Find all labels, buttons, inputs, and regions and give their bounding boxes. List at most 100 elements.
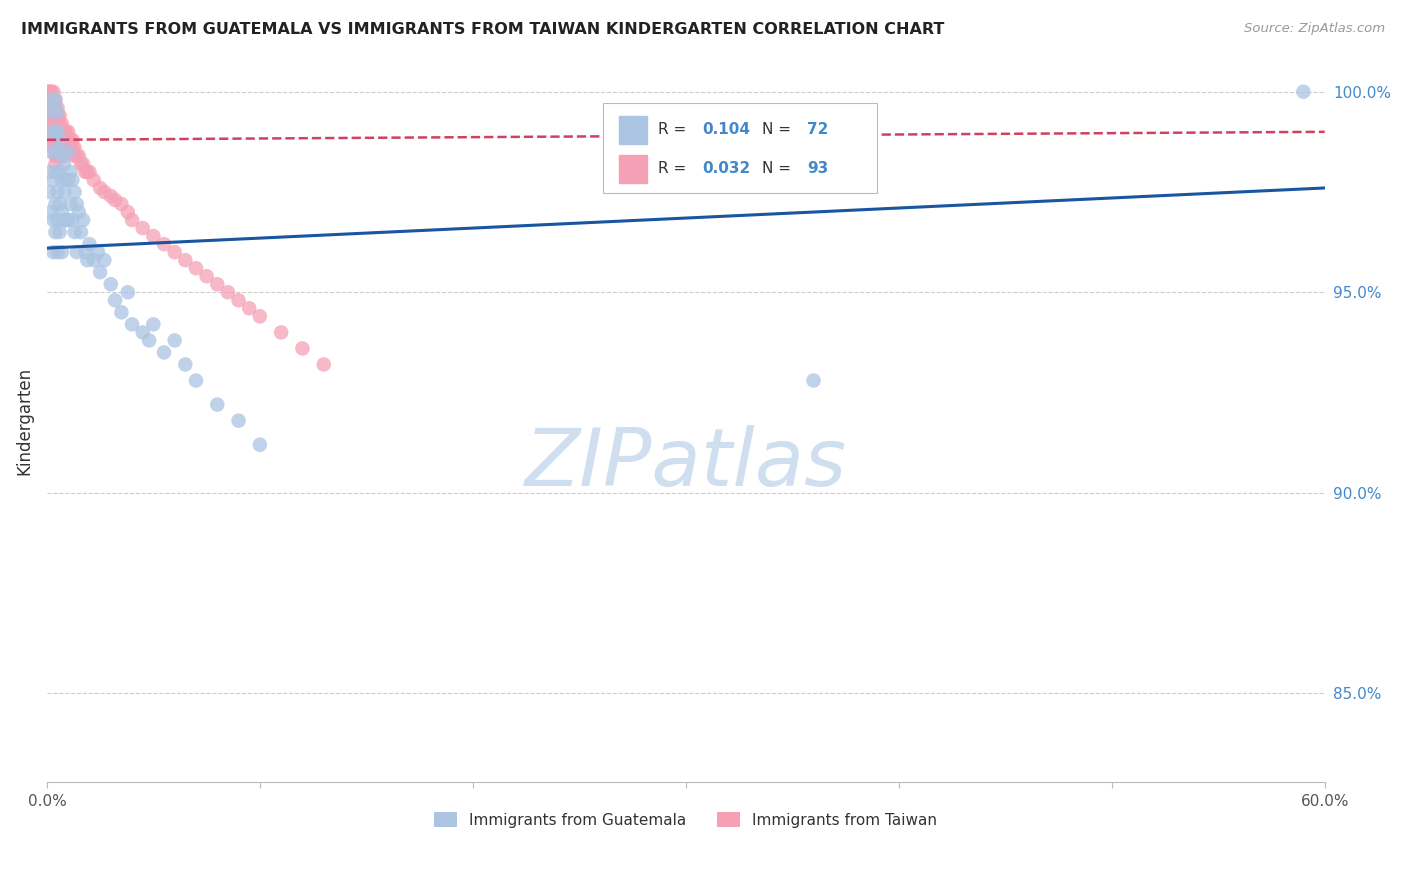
Point (39, 125, 62, 139)
Point (48, 133, 70, 147)
Point (46, 245, 69, 260)
Point (51, 173, 73, 187)
Point (46, 145, 69, 159)
Point (48, 109, 70, 123)
Point (46, 141, 69, 155)
Point (195, 269, 218, 284)
Point (174, 253, 197, 268)
Point (79, 165, 101, 179)
Point (42, 85, 65, 99)
Point (217, 285, 239, 300)
Text: N =: N = (762, 161, 796, 177)
Point (312, 358, 335, 372)
Point (51, 149, 73, 163)
Point (142, 318, 165, 332)
Point (42, 141, 65, 155)
Point (83, 253, 105, 268)
Point (70, 225, 93, 239)
Point (87, 245, 110, 260)
Point (153, 237, 176, 252)
Point (48, 141, 70, 155)
Point (44, 197, 66, 211)
Point (38, 185, 60, 199)
Point (46, 125, 69, 139)
Point (132, 221, 155, 235)
Point (291, 342, 314, 356)
Point (56, 125, 79, 139)
Point (93, 253, 115, 268)
Bar (619, 155, 647, 183)
Point (1292, 85, 1315, 99)
Point (75, 165, 97, 179)
Point (63, 149, 86, 163)
Point (153, 345, 176, 359)
Point (38, 85, 60, 99)
Point (270, 326, 292, 340)
Point (121, 318, 143, 332)
Point (138, 334, 160, 348)
Point (63, 225, 86, 239)
Point (39, 117, 62, 131)
Point (44, 117, 66, 131)
Point (56, 173, 79, 187)
Point (55, 173, 77, 187)
Point (48, 133, 70, 147)
Point (39, 93, 62, 107)
Point (42, 101, 65, 115)
Point (62, 173, 84, 187)
Y-axis label: Kindergarten: Kindergarten (15, 367, 32, 475)
Point (38, 165, 60, 179)
Point (110, 305, 132, 319)
Point (238, 301, 260, 316)
Point (66, 197, 89, 211)
Point (51, 141, 73, 155)
Point (51, 133, 73, 147)
Legend: Immigrants from Guatemala, Immigrants from Taiwan: Immigrants from Guatemala, Immigrants fr… (426, 804, 945, 836)
Point (249, 438, 271, 452)
Point (228, 293, 250, 308)
Point (44, 157, 66, 171)
Point (39, 104, 62, 119)
Point (44, 165, 66, 179)
Point (42, 93, 65, 107)
Point (42, 125, 65, 139)
Point (42, 109, 65, 123)
Text: IMMIGRANTS FROM GUATEMALA VS IMMIGRANTS FROM TAIWAN KINDERGARTEN CORRELATION CHA: IMMIGRANTS FROM GUATEMALA VS IMMIGRANTS … (21, 22, 945, 37)
Point (67, 205, 90, 219)
Point (56, 141, 79, 155)
Point (42, 213, 65, 227)
Point (51, 205, 73, 219)
Point (228, 414, 250, 428)
Point (51, 117, 73, 131)
Point (46, 213, 69, 227)
Point (207, 277, 229, 292)
Point (44, 149, 66, 163)
Point (48, 165, 70, 179)
Point (38, 109, 60, 123)
Point (51, 245, 73, 260)
Point (76, 253, 98, 268)
Point (79, 237, 101, 252)
Point (62, 141, 84, 155)
Point (83, 173, 105, 187)
Point (44, 125, 66, 139)
FancyBboxPatch shape (603, 103, 877, 194)
Point (76, 165, 98, 179)
Point (46, 149, 69, 163)
Point (46, 109, 69, 123)
Point (52, 185, 75, 199)
Point (59, 165, 82, 179)
Point (52, 125, 75, 139)
Point (55, 141, 77, 155)
Point (184, 261, 207, 276)
Point (38, 101, 60, 115)
Point (44, 141, 66, 155)
Text: 0.032: 0.032 (703, 161, 751, 177)
Point (46, 101, 69, 115)
Point (52, 141, 75, 155)
Point (72, 157, 94, 171)
Point (66, 245, 89, 260)
Point (55, 125, 77, 139)
Point (44, 225, 66, 239)
Point (70, 157, 93, 171)
